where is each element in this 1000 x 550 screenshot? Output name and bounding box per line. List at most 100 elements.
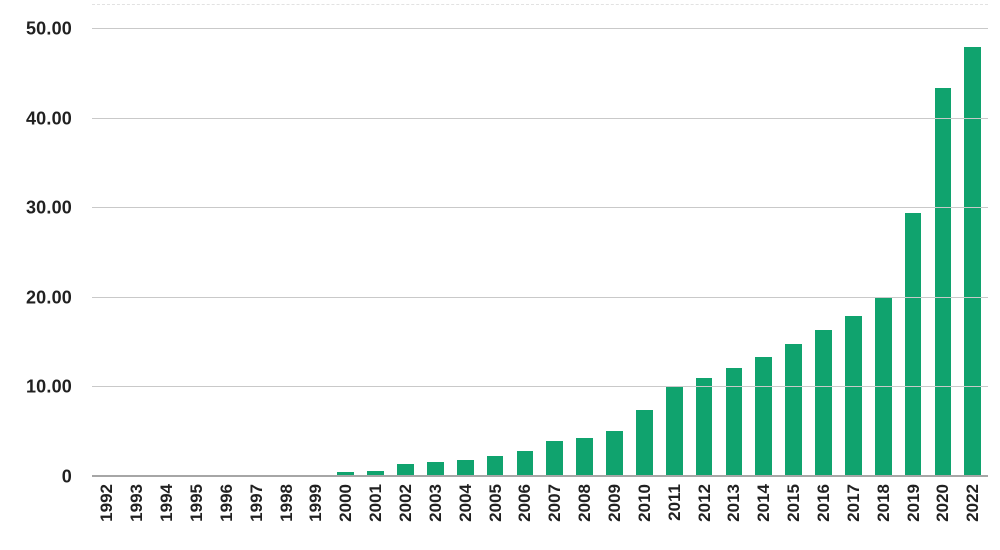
bar-slot (570, 29, 600, 477)
bar-slot (271, 29, 301, 477)
bar-2004 (456, 459, 474, 477)
x-slot: 2006 (510, 479, 540, 547)
gridline (92, 386, 988, 388)
bar-slot (958, 29, 988, 477)
x-slot: 1998 (271, 479, 301, 547)
bars-container (92, 29, 988, 477)
y-tick-label: 10.00 (25, 376, 72, 397)
bar-slot (719, 29, 749, 477)
bar-slot (450, 29, 480, 477)
x-slot: 2003 (420, 479, 450, 547)
x-tick-label: 1999 (306, 484, 326, 522)
bar-2017 (845, 315, 862, 477)
bar-2016 (815, 330, 832, 477)
x-slot: 1999 (301, 479, 331, 547)
x-slot: 1992 (92, 479, 122, 547)
x-slot: 1993 (122, 479, 152, 547)
x-tick-label: 2001 (366, 484, 386, 522)
x-slot: 2012 (689, 479, 719, 547)
x-tick-label: 2003 (425, 484, 445, 522)
bar-2014 (755, 357, 773, 477)
x-tick-label: 1992 (97, 484, 117, 522)
bar-slot (659, 29, 689, 477)
bar-2008 (576, 437, 594, 477)
x-axis-baseline (92, 475, 988, 477)
bar-slot (361, 29, 391, 477)
bar-2018 (874, 297, 892, 477)
x-slot: 2014 (749, 479, 779, 547)
bar-slot (838, 29, 868, 477)
bar-2007 (546, 441, 564, 477)
chart-top-dashed-border (92, 4, 988, 5)
x-tick-label: 2013 (724, 484, 744, 522)
bar-2012 (695, 377, 713, 477)
x-slot: 1997 (241, 479, 271, 547)
x-tick-label: 2009 (605, 484, 625, 522)
bar-slot (898, 29, 928, 477)
bar-slot (629, 29, 659, 477)
bar-slot (420, 29, 450, 477)
x-slot: 2009 (600, 479, 630, 547)
x-tick-label: 2005 (485, 484, 505, 522)
bar-slot (540, 29, 570, 477)
x-tick-label: 2019 (903, 484, 923, 522)
bar-2013 (725, 367, 743, 477)
y-tick-label: 20.00 (25, 287, 72, 308)
plot-area (92, 28, 988, 477)
x-tick-label: 1995 (187, 484, 206, 522)
x-slot: 1995 (182, 479, 212, 547)
x-tick-label: 2022 (963, 484, 983, 522)
x-slot: 2018 (868, 479, 898, 547)
bar-slot (211, 29, 241, 477)
x-tick-label: 1998 (276, 484, 296, 522)
x-tick-label: 2016 (814, 484, 834, 522)
y-tick-label: 0 (61, 466, 72, 487)
x-slot: 2007 (540, 479, 570, 547)
bar-slot (600, 29, 630, 477)
x-slot: 2020 (928, 479, 958, 547)
x-tick-label: 1994 (157, 484, 177, 522)
x-slot: 2000 (331, 479, 361, 547)
y-tick-label: 40.00 (25, 108, 72, 129)
x-slot: 2019 (898, 479, 928, 547)
bar-slot (928, 29, 958, 477)
x-slot: 2013 (719, 479, 749, 547)
x-tick-label: 2017 (843, 484, 863, 522)
x-slot: 2002 (391, 479, 421, 547)
bar-slot (689, 29, 719, 477)
bar-slot (92, 29, 122, 477)
y-tick-label: 30.00 (25, 197, 72, 218)
bar-2002 (397, 463, 414, 477)
x-tick-label: 1996 (216, 484, 236, 522)
x-slot: 1996 (211, 479, 241, 547)
bar-slot (241, 29, 271, 477)
x-slot: 1994 (152, 479, 182, 547)
x-slot: 2011 (659, 479, 689, 547)
x-tick-label: 2010 (634, 484, 654, 522)
y-axis: 0 10.00 20.00 30.00 40.00 50.00 (0, 19, 72, 487)
y-tick-label: 50.00 (25, 18, 72, 39)
bar-slot (301, 29, 331, 477)
x-tick-label: 2007 (545, 484, 565, 522)
bar-2022 (964, 46, 982, 477)
x-tick-label: 2020 (933, 484, 953, 522)
bar-2009 (606, 431, 623, 477)
bar-slot (122, 29, 152, 477)
gridline (92, 28, 988, 29)
x-axis: 1992 1993 1994 1995 1996 1997 1998 1999 2000 2001… (92, 479, 988, 547)
x-slot: 2016 (809, 479, 839, 547)
bar-2005 (486, 455, 504, 477)
x-slot: 2015 (779, 479, 809, 547)
x-tick-label: 2014 (754, 484, 774, 522)
bar-slot (391, 29, 421, 477)
bar-slot (809, 29, 839, 477)
x-slot: 2017 (838, 479, 868, 547)
x-tick-label: 1997 (246, 484, 266, 522)
bar-2003 (427, 461, 444, 477)
gridline (92, 296, 988, 298)
bar-2015 (785, 344, 803, 477)
bar-2019 (904, 212, 922, 477)
bar-slot (331, 29, 361, 477)
bar-slot (152, 29, 182, 477)
